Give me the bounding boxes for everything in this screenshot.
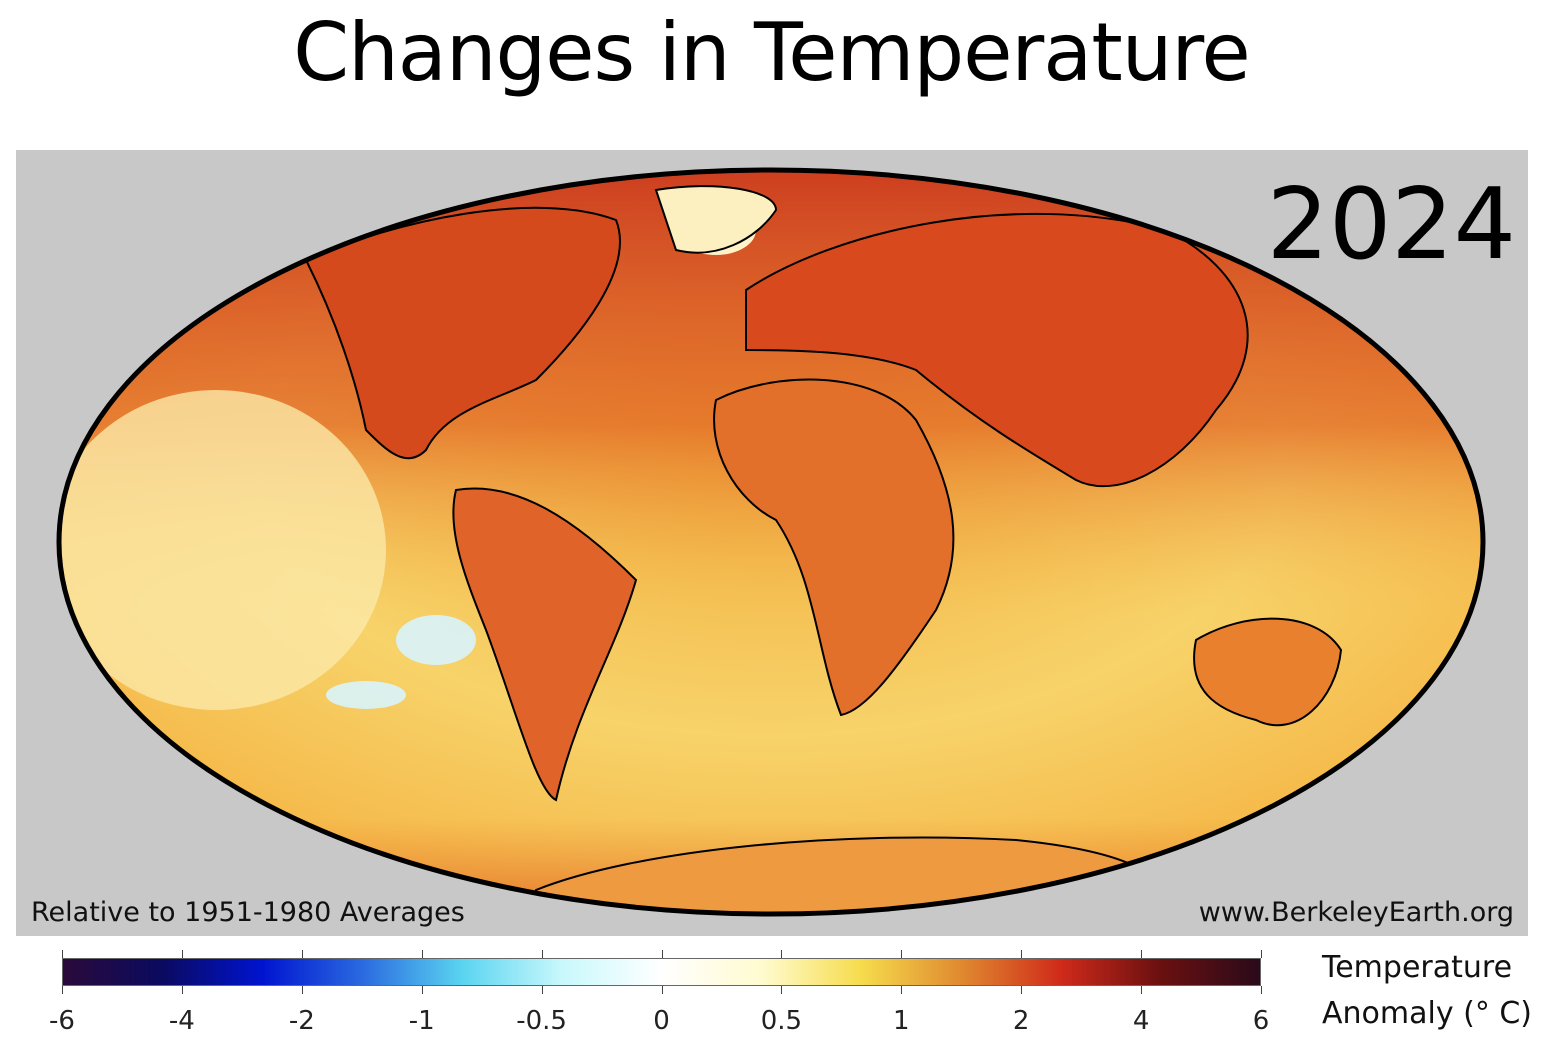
north-america xyxy=(304,206,621,460)
colorbar-tick-bottom xyxy=(901,986,903,994)
colorbar-tick-label: -2 xyxy=(288,1006,315,1036)
colorbar-tick-top xyxy=(181,950,183,958)
colorbar-tick-top xyxy=(661,950,663,958)
colorbar-tick-bottom xyxy=(62,986,63,994)
colorbar-tick-label: 0 xyxy=(653,1006,670,1036)
globe-outline xyxy=(56,167,1486,917)
year-label: 2024 xyxy=(1266,168,1516,282)
colorbar-tick-label: -1 xyxy=(408,1006,435,1036)
colorbar-tick-top xyxy=(1261,950,1262,958)
colorbar-tick-top xyxy=(1141,950,1143,958)
colorbar xyxy=(62,958,1261,986)
colorbar-label-line1: Temperature xyxy=(1322,950,1513,985)
colorbar-tick-top xyxy=(541,950,543,958)
colorbar-tick-bottom xyxy=(1261,986,1262,994)
australia xyxy=(1193,617,1343,727)
map-panel: 2024 Relative to 1951-1980 Averages www.… xyxy=(16,150,1528,936)
africa xyxy=(713,378,955,717)
colorbar-tick-bottom xyxy=(301,986,303,994)
colorbar-tick-label: -6 xyxy=(49,1006,75,1036)
colorbar-tick-top xyxy=(901,950,903,958)
source-url: www.BerkeleyEarth.org xyxy=(1198,897,1514,928)
greenland xyxy=(654,185,778,254)
south-america xyxy=(452,487,638,802)
colorbar-tick-top xyxy=(1021,950,1023,958)
colorbar-tick-bottom xyxy=(181,986,183,994)
colorbar-tick-top xyxy=(781,950,783,958)
colorbar-tick-top xyxy=(421,950,423,958)
colorbar-tick-bottom xyxy=(541,986,543,994)
colorbar-tick-label: 6 xyxy=(1252,1006,1270,1036)
baseline-note: Relative to 1951-1980 Averages xyxy=(31,897,465,928)
eurasia xyxy=(745,212,1249,488)
colorbar-tick-bottom xyxy=(781,986,783,994)
colorbar-tick-bottom xyxy=(1141,986,1143,994)
colorbar-tick-label: 1 xyxy=(893,1006,910,1036)
colorbar-label-line2: Anomaly (° C) xyxy=(1322,996,1533,1031)
colorbar-tick-label: 0.5 xyxy=(760,1006,803,1036)
world-map xyxy=(56,167,1486,917)
colorbar-tick-bottom xyxy=(421,986,423,994)
page-title: Changes in Temperature xyxy=(293,6,1251,99)
colorbar-tick-bottom xyxy=(661,986,663,994)
colorbar-tick-label: 4 xyxy=(1132,1006,1150,1036)
colorbar-tick-label: -4 xyxy=(168,1006,195,1036)
colorbar-tick-label: -0.5 xyxy=(516,1006,567,1036)
colorbar-tick-top xyxy=(62,950,63,958)
colorbar-tick-bottom xyxy=(1021,986,1023,994)
colorbar-tick-label: 2 xyxy=(1012,1006,1030,1036)
colorbar-tick-top xyxy=(301,950,303,958)
